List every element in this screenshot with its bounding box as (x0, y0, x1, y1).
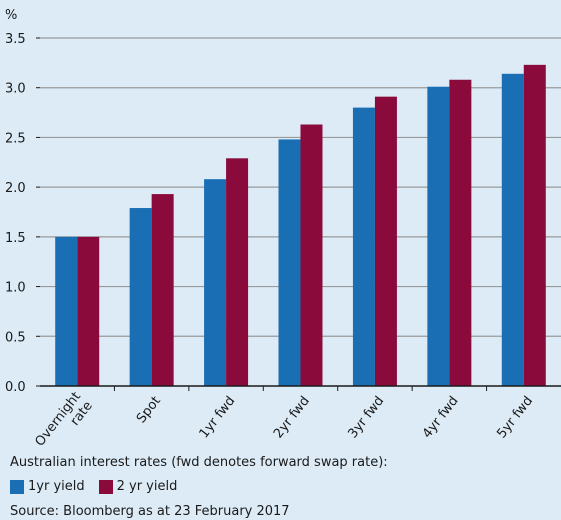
legend-item-2yr: 2 yr yield (98, 479, 178, 494)
chart-caption: Australian interest rates (fwd denotes f… (10, 455, 388, 470)
bar-2yr-yield (449, 79, 472, 386)
legend-label-2yr: 2 yr yield (116, 479, 178, 494)
bar-1yr-yield (427, 86, 450, 386)
x-tick-label: Spot (134, 394, 164, 427)
y-tick-label: 1.0 (5, 281, 26, 296)
bars (55, 64, 546, 387)
bar-1yr-yield (278, 139, 301, 386)
legend-label-1yr: 1yr yield (28, 479, 85, 494)
bar-2yr-yield (374, 96, 397, 387)
source-note: Source: Bloomberg as at 23 February 2017 (10, 504, 290, 519)
bar-1yr-yield (129, 208, 152, 386)
legend: 1yr yield 2 yr yield (10, 479, 191, 494)
x-tick-label: 1yr fwd (197, 394, 239, 442)
y-tick-label: 2.5 (5, 131, 26, 146)
x-tick-label-line: 2yr fwd (271, 394, 313, 442)
y-tick-label: 3.5 (5, 32, 26, 47)
y-tick-label: 0.0 (5, 380, 26, 395)
x-tick-label: 3yr fwd (345, 394, 387, 442)
x-tick-label: 2yr fwd (271, 394, 313, 442)
y-tick-label: 1.5 (5, 231, 26, 246)
bar-2yr-yield (226, 158, 249, 386)
x-tick-label-line: 3yr fwd (345, 394, 387, 442)
y-tick-label: 3.0 (5, 82, 26, 97)
x-tick-label-line: 5yr fwd (494, 394, 536, 442)
bar-1yr-yield (204, 179, 227, 386)
bar-2yr-yield (300, 124, 323, 386)
y-axis-label: % (5, 8, 17, 23)
bar-2yr-yield (523, 64, 546, 387)
x-tick-label-line: Spot (134, 394, 164, 427)
legend-swatch-2yr (98, 479, 113, 494)
y-tick-label: 0.5 (5, 330, 26, 345)
x-tick-label: 4yr fwd (420, 394, 462, 442)
x-tick-label: 5yr fwd (494, 394, 536, 442)
bar-2yr-yield (151, 194, 174, 386)
x-tick-label-line: 1yr fwd (197, 394, 239, 442)
x-axis (40, 385, 561, 391)
x-tick-label: Overnightrate (32, 389, 95, 455)
bar-1yr-yield (501, 73, 524, 387)
bar-1yr-yield (55, 236, 78, 386)
bar-chart: 0.0 0.5 1.0 1.5 2.0 2.5 3.0 3.5 Overnightrate Sp… (5, 8, 561, 455)
bar-1yr-yield (352, 107, 375, 386)
x-axis-labels: Overnightrate Spot 1yr fwd 2yr fwd 3yr fwd 4y… (32, 389, 536, 455)
y-axis-ticks: 0.0 0.5 1.0 1.5 2.0 2.5 3.0 3.5 (5, 32, 40, 395)
legend-swatch-1yr (10, 479, 24, 494)
y-tick-label: 2.0 (5, 181, 26, 196)
legend-item-1yr: 1yr yield (10, 479, 85, 494)
x-tick-label-line: 4yr fwd (420, 394, 462, 442)
bar-2yr-yield (77, 236, 100, 386)
